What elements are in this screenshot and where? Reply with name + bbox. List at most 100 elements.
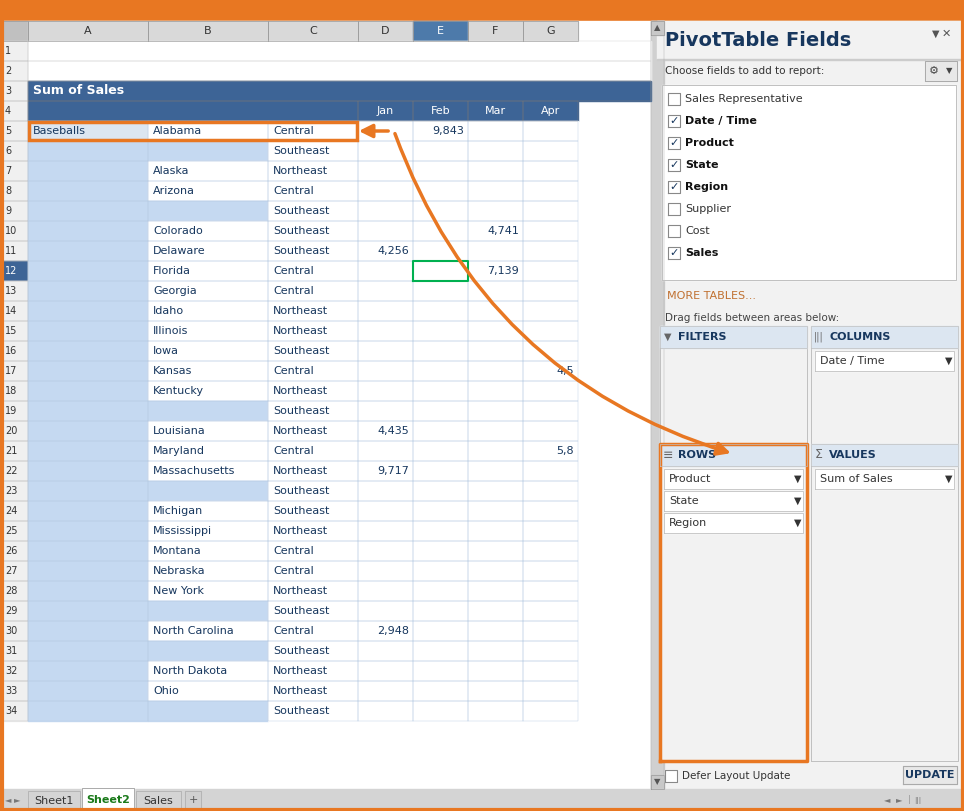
Text: Ohio: Ohio xyxy=(153,686,178,696)
Text: Central: Central xyxy=(273,446,313,456)
Polygon shape xyxy=(28,101,358,121)
Polygon shape xyxy=(903,766,957,784)
Text: 10: 10 xyxy=(5,226,17,236)
Text: ◄: ◄ xyxy=(884,796,891,805)
Text: Southeast: Southeast xyxy=(273,506,330,516)
Text: ▼: ▼ xyxy=(655,778,660,787)
Text: Jan: Jan xyxy=(377,106,394,116)
Polygon shape xyxy=(523,201,578,221)
Text: Nebraska: Nebraska xyxy=(153,566,205,576)
Polygon shape xyxy=(358,441,413,461)
Text: North Dakota: North Dakota xyxy=(153,666,228,676)
Polygon shape xyxy=(358,401,413,421)
Text: 5,8: 5,8 xyxy=(556,446,574,456)
Polygon shape xyxy=(268,481,358,501)
Polygon shape xyxy=(148,661,268,681)
Polygon shape xyxy=(3,501,28,521)
Polygon shape xyxy=(28,521,148,541)
Polygon shape xyxy=(468,381,523,401)
Polygon shape xyxy=(3,261,28,281)
Polygon shape xyxy=(268,381,358,401)
Polygon shape xyxy=(148,621,268,641)
Text: 31: 31 xyxy=(5,646,17,656)
Polygon shape xyxy=(413,201,468,221)
Text: ≡: ≡ xyxy=(663,448,673,461)
Text: Northeast: Northeast xyxy=(273,466,328,476)
Text: Colorado: Colorado xyxy=(153,226,202,236)
Polygon shape xyxy=(28,541,148,561)
Polygon shape xyxy=(28,261,148,281)
Polygon shape xyxy=(3,561,28,581)
Polygon shape xyxy=(358,521,413,541)
Text: 9: 9 xyxy=(5,206,12,216)
Polygon shape xyxy=(413,221,468,241)
Text: Southeast: Southeast xyxy=(273,206,330,216)
Polygon shape xyxy=(468,661,523,681)
Text: |||: ||| xyxy=(914,796,922,804)
Polygon shape xyxy=(268,541,358,561)
Polygon shape xyxy=(148,281,268,301)
Polygon shape xyxy=(413,121,468,141)
Polygon shape xyxy=(268,641,358,661)
Polygon shape xyxy=(413,241,468,261)
Text: 15: 15 xyxy=(5,326,17,336)
Polygon shape xyxy=(358,281,413,301)
Text: Central: Central xyxy=(273,546,313,556)
Polygon shape xyxy=(664,469,803,489)
Polygon shape xyxy=(660,326,807,444)
Text: Northeast: Northeast xyxy=(273,326,328,336)
Text: Baseballs: Baseballs xyxy=(33,126,86,136)
Polygon shape xyxy=(268,221,358,241)
Polygon shape xyxy=(358,661,413,681)
Text: Mississippi: Mississippi xyxy=(153,526,212,536)
Text: ▼: ▼ xyxy=(794,518,802,528)
Text: 1: 1 xyxy=(5,46,12,56)
Polygon shape xyxy=(651,775,664,789)
Text: ▼: ▼ xyxy=(946,67,952,75)
Polygon shape xyxy=(413,481,468,501)
Polygon shape xyxy=(358,381,413,401)
Polygon shape xyxy=(523,241,578,261)
Polygon shape xyxy=(413,401,468,421)
Text: Alaska: Alaska xyxy=(153,166,190,176)
Polygon shape xyxy=(3,81,28,101)
Polygon shape xyxy=(358,101,413,121)
Text: ✕: ✕ xyxy=(942,29,951,39)
Polygon shape xyxy=(413,381,468,401)
Polygon shape xyxy=(523,681,578,701)
Polygon shape xyxy=(358,141,413,161)
Polygon shape xyxy=(28,661,148,681)
Polygon shape xyxy=(148,701,268,721)
Polygon shape xyxy=(668,203,680,215)
Polygon shape xyxy=(468,581,523,601)
Text: 4: 4 xyxy=(5,106,12,116)
Text: G: G xyxy=(547,26,555,36)
Polygon shape xyxy=(28,161,148,181)
Polygon shape xyxy=(811,444,958,466)
Polygon shape xyxy=(82,788,134,811)
Polygon shape xyxy=(28,301,148,321)
Text: Southeast: Southeast xyxy=(273,346,330,356)
Polygon shape xyxy=(268,21,358,41)
Polygon shape xyxy=(668,181,680,193)
Text: Central: Central xyxy=(273,566,313,576)
Polygon shape xyxy=(815,469,954,489)
Polygon shape xyxy=(148,681,268,701)
Text: Kentucky: Kentucky xyxy=(153,386,204,396)
Polygon shape xyxy=(268,421,358,441)
Polygon shape xyxy=(28,61,651,81)
Polygon shape xyxy=(268,521,358,541)
Text: Northeast: Northeast xyxy=(273,586,328,596)
Polygon shape xyxy=(28,401,148,421)
Polygon shape xyxy=(413,341,468,361)
Polygon shape xyxy=(523,341,578,361)
Text: Southeast: Southeast xyxy=(273,406,330,416)
Polygon shape xyxy=(358,621,413,641)
Polygon shape xyxy=(268,561,358,581)
Text: Product: Product xyxy=(669,474,711,484)
Polygon shape xyxy=(413,601,468,621)
Text: Defer Layout Update: Defer Layout Update xyxy=(682,771,790,781)
Polygon shape xyxy=(148,521,268,541)
Polygon shape xyxy=(668,225,680,237)
Text: 11: 11 xyxy=(5,246,17,256)
